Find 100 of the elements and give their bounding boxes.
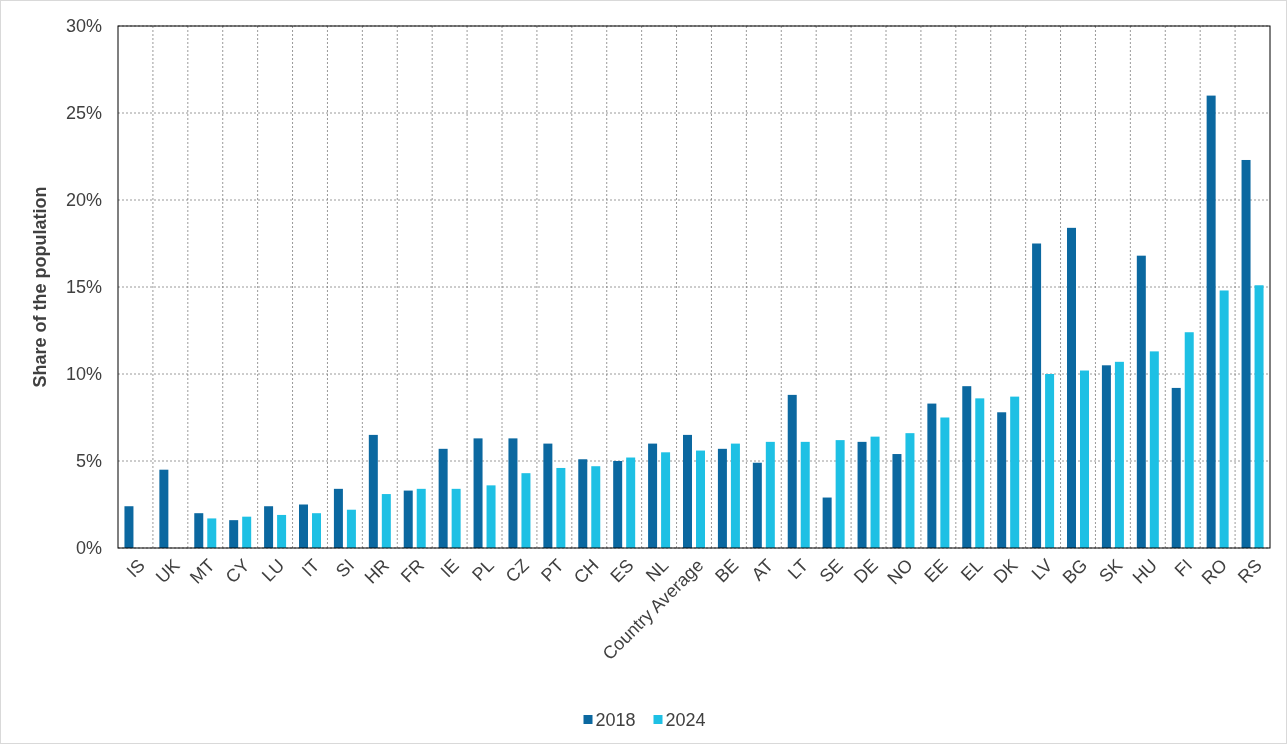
bar <box>997 412 1007 548</box>
x-tick-label: UK <box>151 555 184 587</box>
bar <box>194 513 204 548</box>
bar <box>346 509 356 548</box>
x-tick-label: IS <box>122 555 149 582</box>
bar <box>1241 159 1251 548</box>
bar <box>800 441 810 548</box>
x-tick-label: LT <box>783 555 813 584</box>
y-tick-label: 25% <box>65 103 102 124</box>
bar <box>787 394 797 548</box>
bar <box>1114 361 1124 548</box>
bar <box>521 473 531 548</box>
x-tick-label: LV <box>1027 555 1057 584</box>
legend-label: 2024 <box>665 710 706 731</box>
x-tick-label: PL <box>468 555 498 585</box>
bar <box>473 438 483 548</box>
x-tick-label: SI <box>332 555 359 582</box>
y-tick-label: 0% <box>75 538 102 559</box>
bar <box>765 441 775 548</box>
x-tick-label: IT <box>297 555 324 581</box>
x-tick-label: NO <box>883 555 917 589</box>
x-tick-label: EL <box>956 555 987 585</box>
bar <box>613 461 623 548</box>
x-tick-label: ES <box>606 555 638 587</box>
bar <box>1149 351 1159 548</box>
x-tick-label: PT <box>537 555 568 586</box>
bar <box>1101 365 1111 548</box>
x-tick-label: BE <box>711 555 743 587</box>
bar <box>556 467 566 548</box>
bar <box>975 398 985 548</box>
bar <box>1067 227 1076 548</box>
x-tick-label: AT <box>747 555 778 585</box>
bar <box>661 452 671 548</box>
bar <box>508 438 518 548</box>
y-tick-label: 30% <box>65 16 102 37</box>
bar <box>242 516 252 548</box>
x-tick-label: SK <box>1095 555 1127 587</box>
bar <box>870 436 880 548</box>
bar <box>857 441 867 548</box>
bar <box>277 514 287 548</box>
bar <box>940 417 950 548</box>
x-tick-label: SE <box>815 555 847 587</box>
y-tick-label: 5% <box>75 451 102 472</box>
x-tick-label: FR <box>396 555 429 587</box>
bar <box>927 403 937 548</box>
bar <box>591 466 601 548</box>
x-tick-label: FI <box>1170 555 1197 581</box>
x-tick-label: CZ <box>501 555 533 587</box>
x-tick-label: MT <box>186 555 219 588</box>
bar <box>368 434 378 548</box>
x-tick-label: RO <box>1197 555 1231 589</box>
bar <box>835 440 845 548</box>
bar <box>1219 290 1229 548</box>
bar <box>892 454 902 548</box>
bar <box>1254 285 1264 548</box>
y-tick-label: 10% <box>65 364 102 385</box>
bar <box>451 488 461 548</box>
bar <box>822 497 832 548</box>
bar <box>381 494 391 548</box>
bar <box>403 490 413 548</box>
bar <box>1206 95 1216 548</box>
x-tick-label: LU <box>257 555 289 586</box>
bar <box>312 513 321 548</box>
x-tick-label: DK <box>989 555 1022 587</box>
bar <box>1045 374 1055 548</box>
bar <box>905 433 915 548</box>
bar <box>1010 396 1020 548</box>
bar <box>333 488 343 548</box>
x-tick-label: HR <box>360 555 394 588</box>
x-tick-label: CH <box>570 555 603 588</box>
bar <box>683 434 692 548</box>
bar <box>416 488 426 548</box>
x-tick-label: BG <box>1058 555 1092 588</box>
bar <box>962 386 972 548</box>
bar <box>124 506 134 548</box>
x-tick-label: DE <box>850 555 882 587</box>
bar <box>438 448 448 548</box>
bar <box>717 448 727 548</box>
bar <box>1184 332 1194 548</box>
x-tick-label: IE <box>436 555 463 582</box>
bar <box>1136 255 1146 548</box>
bar <box>696 450 705 548</box>
legend-label: 2018 <box>595 710 636 731</box>
y-tick-label: 15% <box>65 277 102 298</box>
x-tick-label: CY <box>221 555 254 587</box>
bar <box>543 443 553 548</box>
y-axis-title: Share of the population <box>30 186 50 388</box>
bar <box>264 506 274 548</box>
bar <box>486 485 496 548</box>
bar <box>159 469 169 548</box>
bar <box>229 520 239 548</box>
bar <box>1080 370 1089 548</box>
bar <box>648 443 658 548</box>
y-tick-label: 20% <box>65 190 102 211</box>
bar <box>730 443 740 548</box>
bar <box>1032 243 1042 548</box>
bar <box>752 462 762 548</box>
bar <box>207 518 217 548</box>
bar <box>626 457 636 548</box>
x-tick-label: RS <box>1234 555 1266 587</box>
